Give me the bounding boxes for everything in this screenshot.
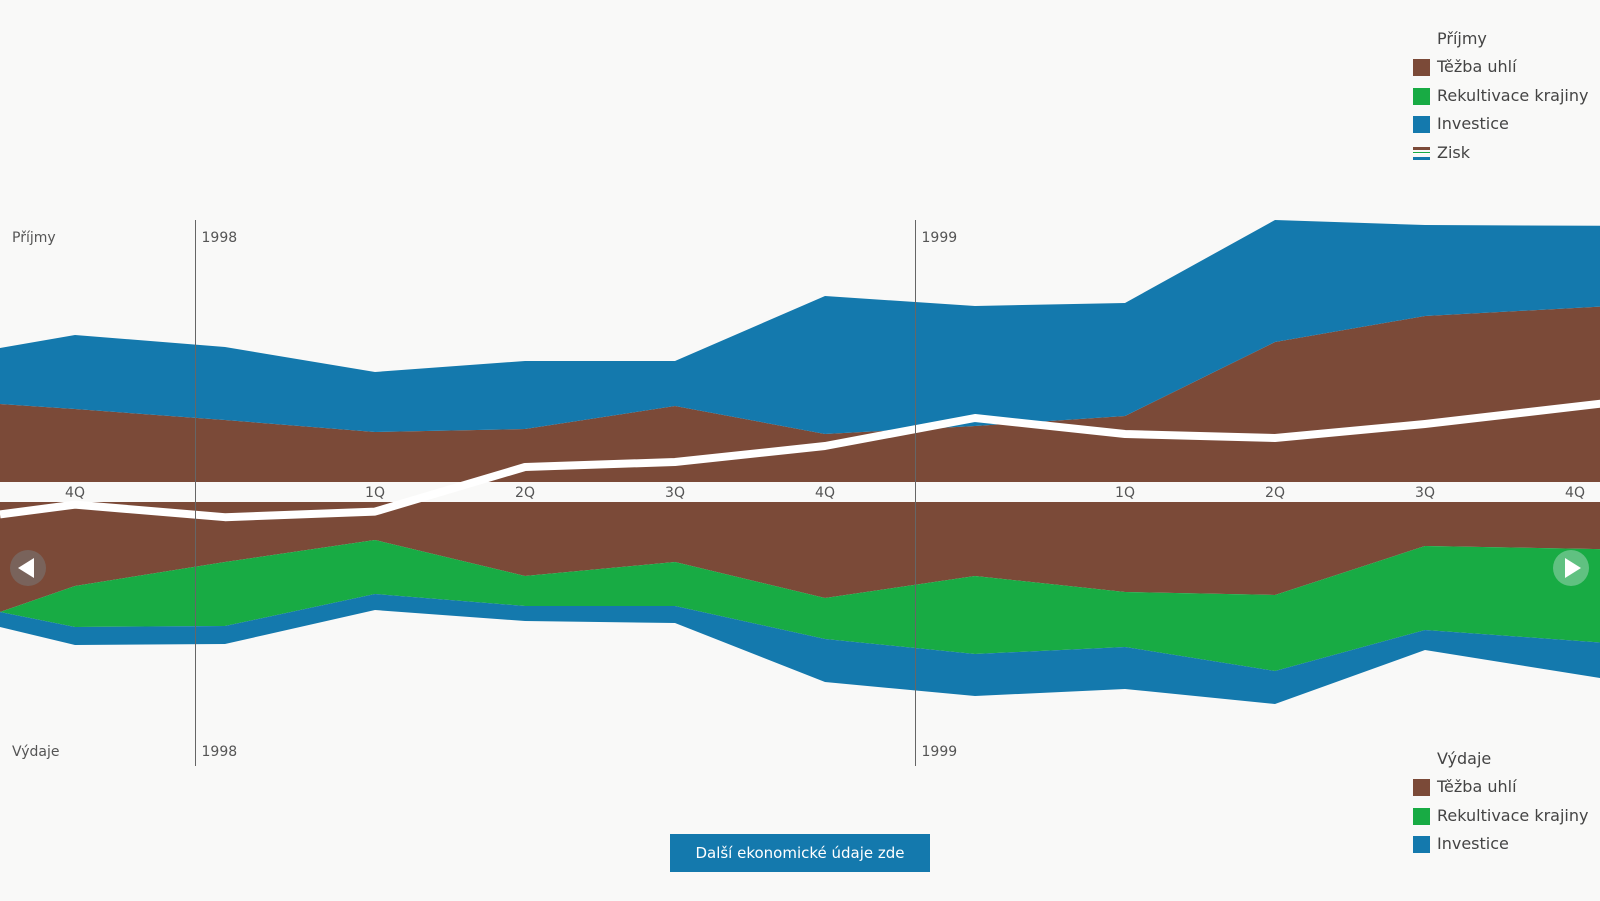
legend-swatch-rekultivace-expense [1413,807,1430,825]
panel-label-expense: Výdaje [12,744,59,760]
zisk-layer [0,399,1600,522]
triangle-right-icon [1565,558,1581,578]
legend-item-tezba-expense[interactable]: Těžba uhlí [1413,773,1588,802]
legend-label-zisk: Zisk [1437,143,1471,163]
legend-income: Příjmy Těžba uhlí Rekultivace krajiny In… [1413,25,1588,168]
legend-item-rekultivace-expense[interactable]: Rekultivace krajiny [1413,802,1588,831]
legend-label-tezba-expense: Těžba uhlí [1437,777,1517,796]
quarter-tick-label: 1Q [365,485,385,501]
legend-label-investice-expense: Investice [1437,834,1509,854]
legend-label-investice: Investice [1437,114,1509,134]
legend-income-title: Příjmy [1437,29,1487,48]
legend-swatch-tezba-expense [1413,778,1430,796]
expense-area-těžba-uhlí [0,502,1600,612]
quarter-tick-label: 4Q [815,485,835,501]
quarter-tick-label: 4Q [1565,485,1585,501]
expense-area-investice [0,594,1600,704]
legend-expense-title: Výdaje [1437,749,1492,768]
legend-item-zisk[interactable]: Zisk [1413,139,1588,168]
year-label-bottom: 1999 [922,744,958,760]
quarter-tick-label: 3Q [1415,485,1435,501]
income-areas [0,220,1600,482]
nav-prev-button[interactable] [10,550,46,586]
legend-swatch-investice-expense [1413,836,1430,854]
panel-label-income: Příjmy [12,230,56,246]
quarter-tick-label: 1Q [1115,485,1135,501]
legend-label-rekultivace-expense: Rekultivace krajiny [1437,805,1589,825]
income-area-investice [0,220,1600,434]
legend-swatch-rekultivace [1413,87,1430,105]
legend-item-investice-expense[interactable]: Investice [1413,830,1588,859]
legend-swatch-zisk [1413,145,1430,162]
quarter-tick-label: 2Q [515,485,535,501]
year-markers: 1998 1998 1999 1999 [195,220,958,766]
year-label-top: 1998 [202,230,238,246]
year-label-bottom: 1998 [202,744,238,760]
year-label-top: 1999 [922,230,958,246]
center-band [0,482,1600,502]
legend-item-tezba[interactable]: Těžba uhlí [1413,53,1588,82]
quarter-tick-label: 2Q [1265,485,1285,501]
more-economic-data-button[interactable]: Další ekonomické údaje zde [670,834,930,872]
expense-areas [0,502,1600,704]
legend-label-tezba: Těžba uhlí [1437,57,1517,76]
legend-expense: Výdaje Těžba uhlí Rekultivace krajiny In… [1413,745,1588,859]
quarter-tick-label: 4Q [65,485,85,501]
legend-swatch-tezba [1413,58,1430,76]
triangle-left-icon [18,558,34,578]
quarter-tick-label: 3Q [665,485,685,501]
legend-item-rekultivace[interactable]: Rekultivace krajiny [1413,82,1588,111]
legend-label-rekultivace: Rekultivace krajiny [1437,85,1589,105]
quarter-tick-labels: 4Q 1Q 2Q 3Q 4Q 1Q 2Q 3Q 4Q [65,485,1585,501]
legend-swatch-investice [1413,116,1430,134]
legend-item-investice[interactable]: Investice [1413,110,1588,139]
zisk-line [0,399,1600,522]
expense-area-rekultivace-krajiny [0,540,1600,671]
nav-next-button[interactable] [1553,550,1589,586]
